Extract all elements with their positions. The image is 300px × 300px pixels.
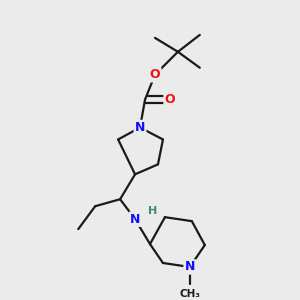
Text: O: O xyxy=(150,68,160,81)
Text: O: O xyxy=(165,93,175,106)
Text: N: N xyxy=(185,260,195,274)
Text: N: N xyxy=(135,121,145,134)
Text: H: H xyxy=(148,206,158,216)
Text: N: N xyxy=(130,213,140,226)
Text: CH₃: CH₃ xyxy=(179,289,200,299)
